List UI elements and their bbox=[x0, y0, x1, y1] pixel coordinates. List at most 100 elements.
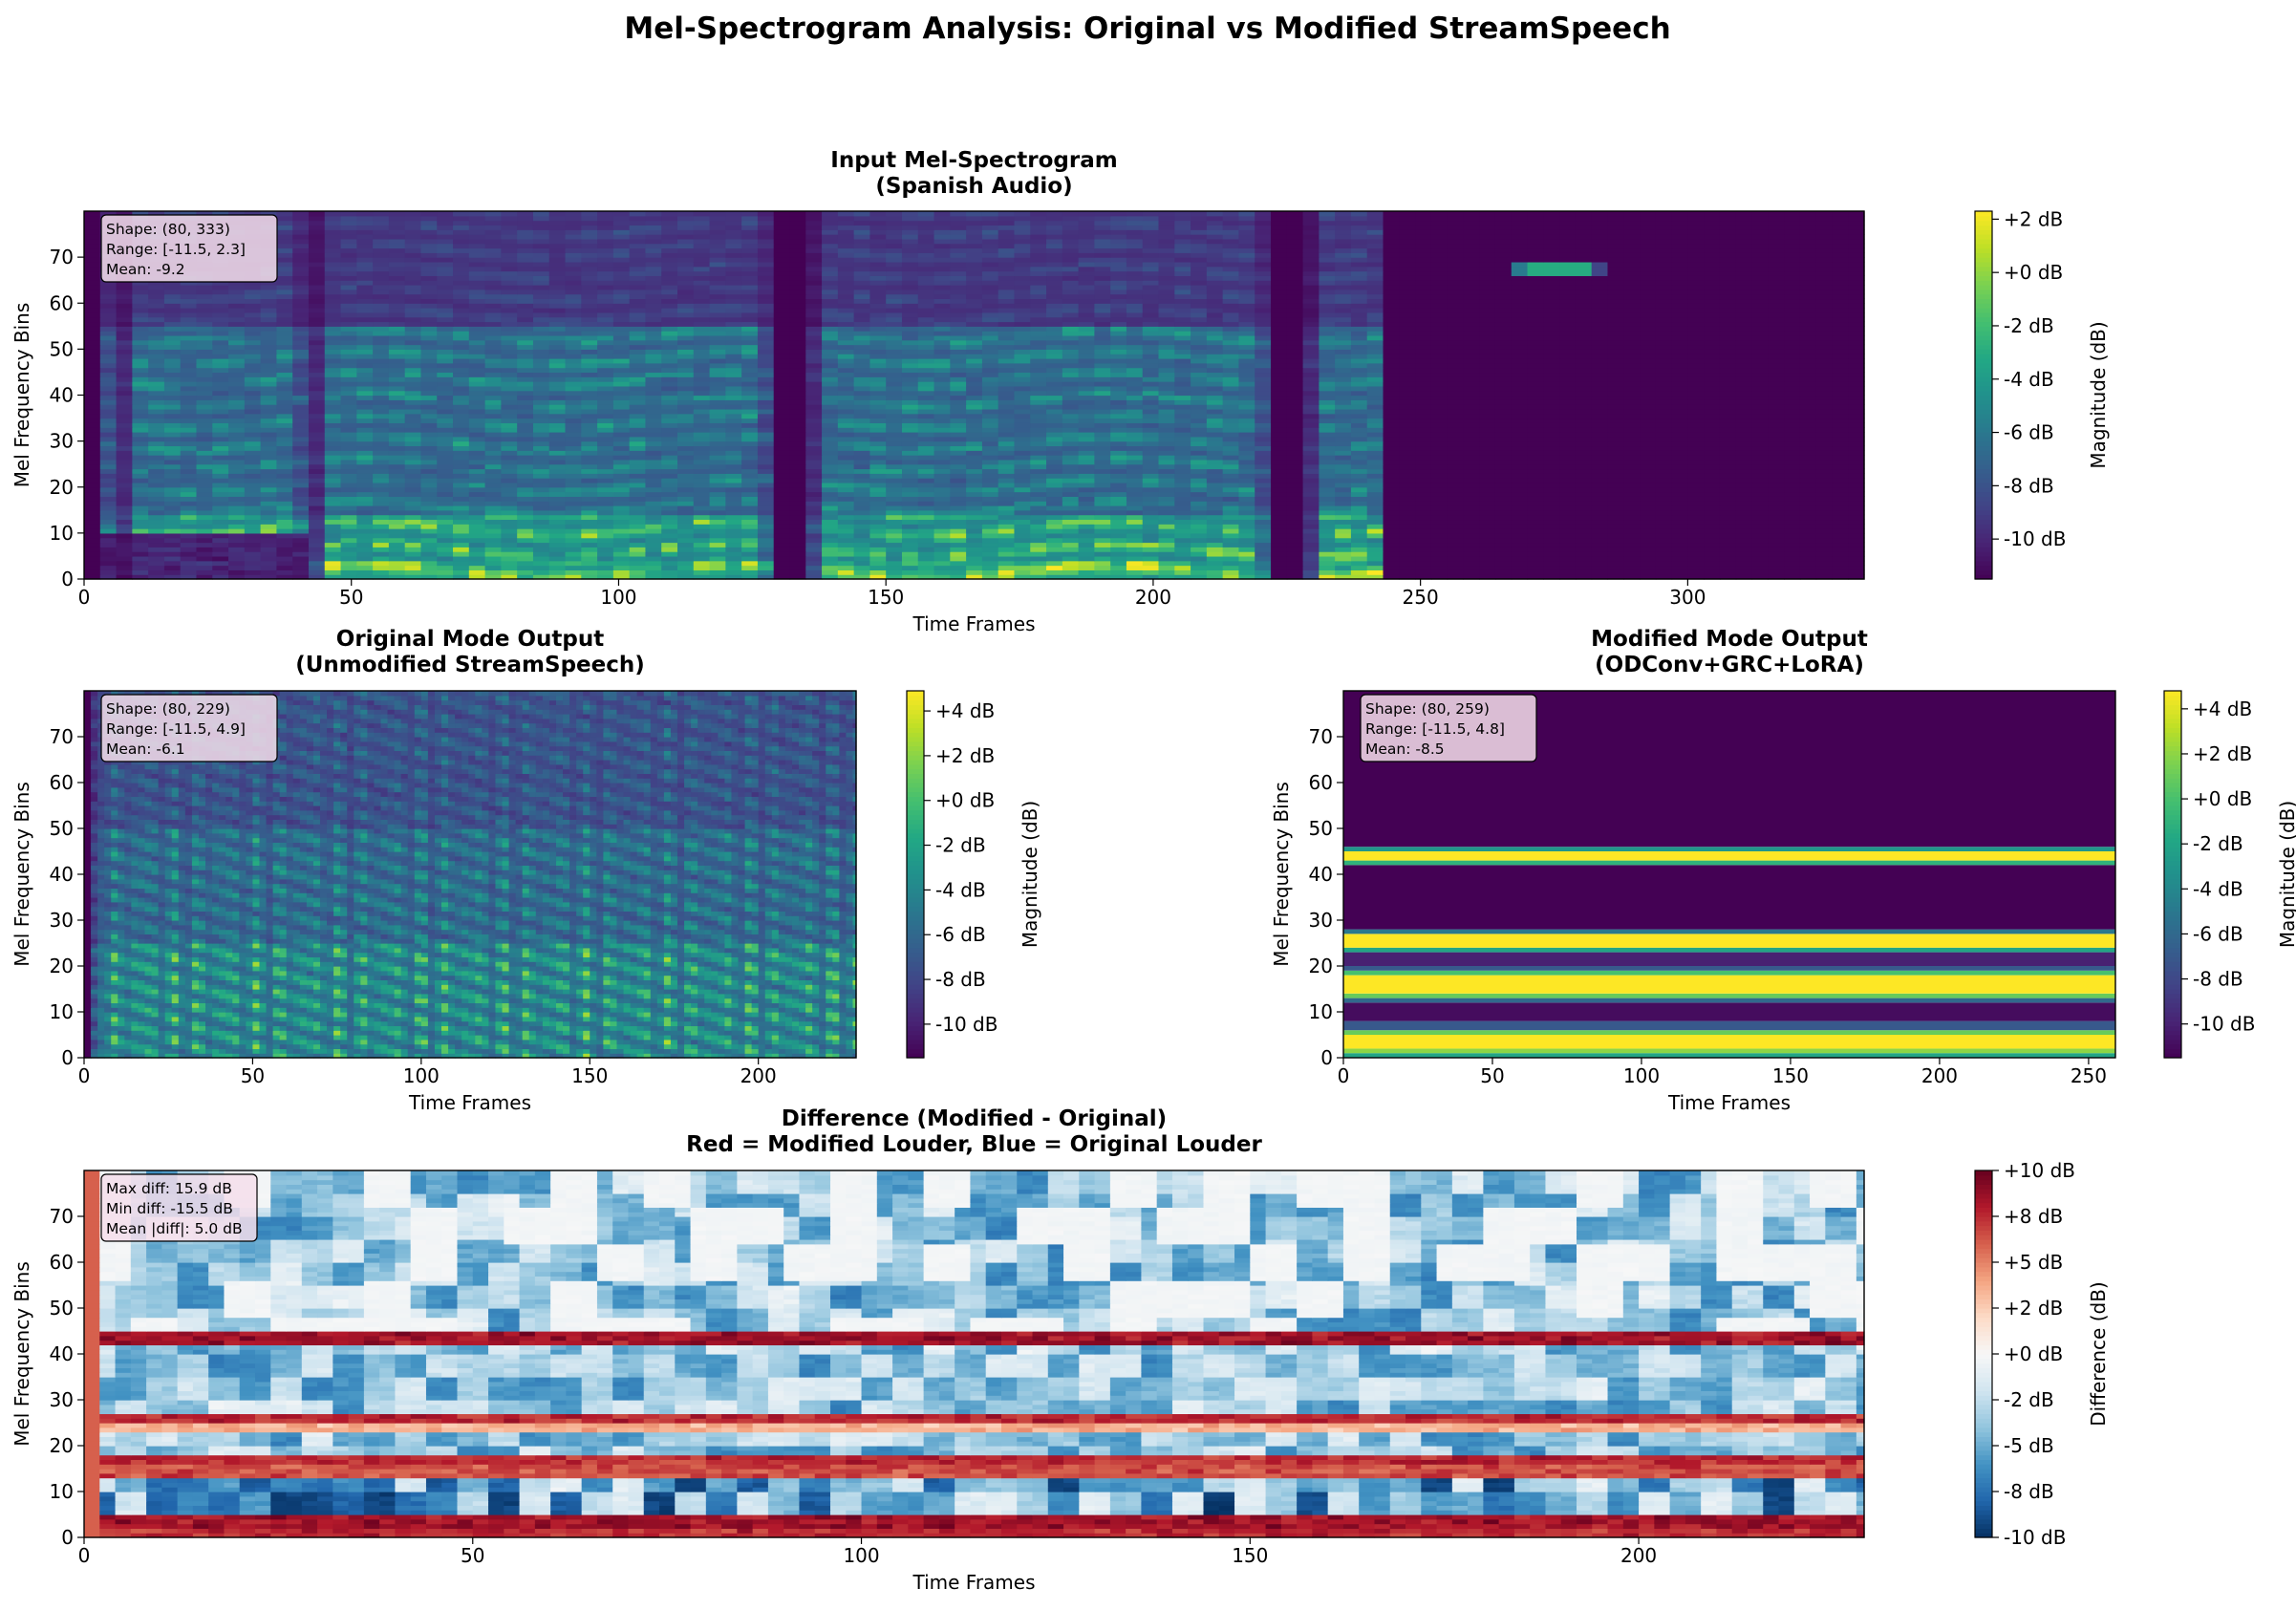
heatmap-cell bbox=[117, 445, 133, 450]
heatmap-cell bbox=[1046, 396, 1062, 400]
heatmap-cell bbox=[1512, 505, 1528, 510]
heatmap-cell bbox=[1479, 569, 1495, 574]
heatmap-cell bbox=[389, 372, 405, 376]
heatmap-cell bbox=[356, 414, 373, 419]
heatmap-cell bbox=[341, 376, 357, 381]
heatmap-cell bbox=[517, 492, 533, 497]
heatmap-cell bbox=[774, 496, 790, 501]
heatmap-cell bbox=[549, 422, 566, 427]
heatmap-cell bbox=[373, 505, 389, 510]
heatmap-cell bbox=[854, 501, 870, 505]
heatmap-cell bbox=[1448, 450, 1464, 455]
heatmap-cell bbox=[1303, 519, 1320, 524]
heatmap-cell bbox=[181, 533, 197, 538]
heatmap-cell bbox=[1191, 547, 1207, 551]
heatmap-cell bbox=[1191, 543, 1207, 547]
heatmap-cell bbox=[132, 414, 148, 419]
heatmap-cell bbox=[1672, 450, 1688, 455]
heatmap-cell bbox=[1431, 496, 1448, 501]
heatmap-cell bbox=[1816, 445, 1833, 450]
heatmap-cell bbox=[1623, 372, 1640, 376]
heatmap-cell bbox=[838, 422, 854, 427]
heatmap-cell bbox=[1576, 547, 1592, 551]
heatmap-cell bbox=[1800, 432, 1816, 437]
heatmap-cell bbox=[774, 399, 790, 404]
heatmap-cell bbox=[100, 469, 117, 474]
heatmap-cell bbox=[1848, 561, 1864, 566]
heatmap-cell bbox=[1079, 376, 1095, 381]
heatmap-cell bbox=[1495, 409, 1512, 414]
heatmap-cell bbox=[373, 551, 389, 556]
heatmap-cell bbox=[1030, 432, 1046, 437]
heatmap-cell bbox=[1656, 478, 1672, 483]
heatmap-cell bbox=[934, 396, 951, 400]
heatmap-cell bbox=[822, 469, 838, 474]
heatmap-cell bbox=[1592, 478, 1608, 483]
heatmap-cell bbox=[1415, 450, 1431, 455]
heatmap-cell bbox=[196, 404, 212, 409]
heatmap-cell bbox=[1512, 376, 1528, 381]
heatmap-cell bbox=[1351, 419, 1367, 423]
heatmap-cell bbox=[645, 473, 661, 478]
heatmap-cell bbox=[1448, 455, 1464, 460]
heatmap-cell bbox=[1255, 543, 1271, 547]
heatmap-cell bbox=[710, 432, 726, 437]
heatmap-cell bbox=[1463, 464, 1479, 469]
heatmap-cell bbox=[1143, 492, 1159, 497]
heatmap-cell bbox=[725, 547, 741, 551]
heatmap-cell bbox=[597, 399, 613, 404]
heatmap-cell bbox=[1704, 450, 1720, 455]
heatmap-cell bbox=[1030, 437, 1046, 441]
heatmap-cell bbox=[1303, 422, 1320, 427]
heatmap-cell bbox=[148, 487, 164, 492]
heatmap-cell bbox=[1528, 510, 1544, 515]
heatmap-cell bbox=[1191, 501, 1207, 505]
heatmap-cell bbox=[485, 432, 502, 437]
heatmap-cell bbox=[405, 381, 421, 386]
heatmap-cell bbox=[1720, 551, 1736, 556]
heatmap-cell bbox=[1784, 501, 1800, 505]
heatmap-cell bbox=[420, 450, 437, 455]
heatmap-cell bbox=[1448, 437, 1464, 441]
heatmap-cell bbox=[1319, 445, 1335, 450]
heatmap-cell bbox=[838, 450, 854, 455]
heatmap-cell bbox=[1656, 376, 1672, 381]
heatmap-cell bbox=[1255, 556, 1271, 561]
heatmap-cell bbox=[309, 399, 325, 404]
heatmap-cell bbox=[1046, 464, 1062, 469]
heatmap-cell bbox=[1127, 519, 1143, 524]
heatmap-cell bbox=[1800, 391, 1816, 396]
heatmap-cell bbox=[1720, 437, 1736, 441]
heatmap-cell bbox=[1800, 437, 1816, 441]
heatmap-cell bbox=[1431, 510, 1448, 515]
heatmap-cell bbox=[292, 386, 309, 391]
heatmap-cell bbox=[1319, 464, 1335, 469]
heatmap-cell bbox=[1319, 376, 1335, 381]
heatmap-cell bbox=[597, 450, 613, 455]
heatmap-cell bbox=[902, 478, 918, 483]
heatmap-cell bbox=[918, 547, 934, 551]
heatmap-cell bbox=[1303, 441, 1320, 446]
heatmap-cell bbox=[1030, 409, 1046, 414]
heatmap-cell bbox=[741, 427, 758, 432]
heatmap-cell bbox=[356, 487, 373, 492]
heatmap-cell bbox=[998, 441, 1015, 446]
heatmap-cell bbox=[950, 386, 966, 391]
heatmap-cell bbox=[517, 528, 533, 533]
heatmap-cell bbox=[1014, 569, 1030, 574]
heatmap-cell bbox=[934, 501, 951, 505]
heatmap-cell bbox=[1543, 566, 1559, 570]
heatmap-cell bbox=[838, 551, 854, 556]
heatmap-cell bbox=[132, 556, 148, 561]
heatmap-cell bbox=[854, 441, 870, 446]
heatmap-cell bbox=[1463, 556, 1479, 561]
heatmap-cell bbox=[1271, 501, 1287, 505]
heatmap-cell bbox=[405, 524, 421, 528]
heatmap-cell bbox=[1351, 478, 1367, 483]
heatmap-cell bbox=[677, 533, 694, 538]
heatmap-cell bbox=[1768, 551, 1784, 556]
heatmap-cell bbox=[405, 569, 421, 574]
heatmap-cell bbox=[613, 441, 630, 446]
heatmap-cell bbox=[1271, 496, 1287, 501]
heatmap-cell bbox=[1640, 496, 1656, 501]
